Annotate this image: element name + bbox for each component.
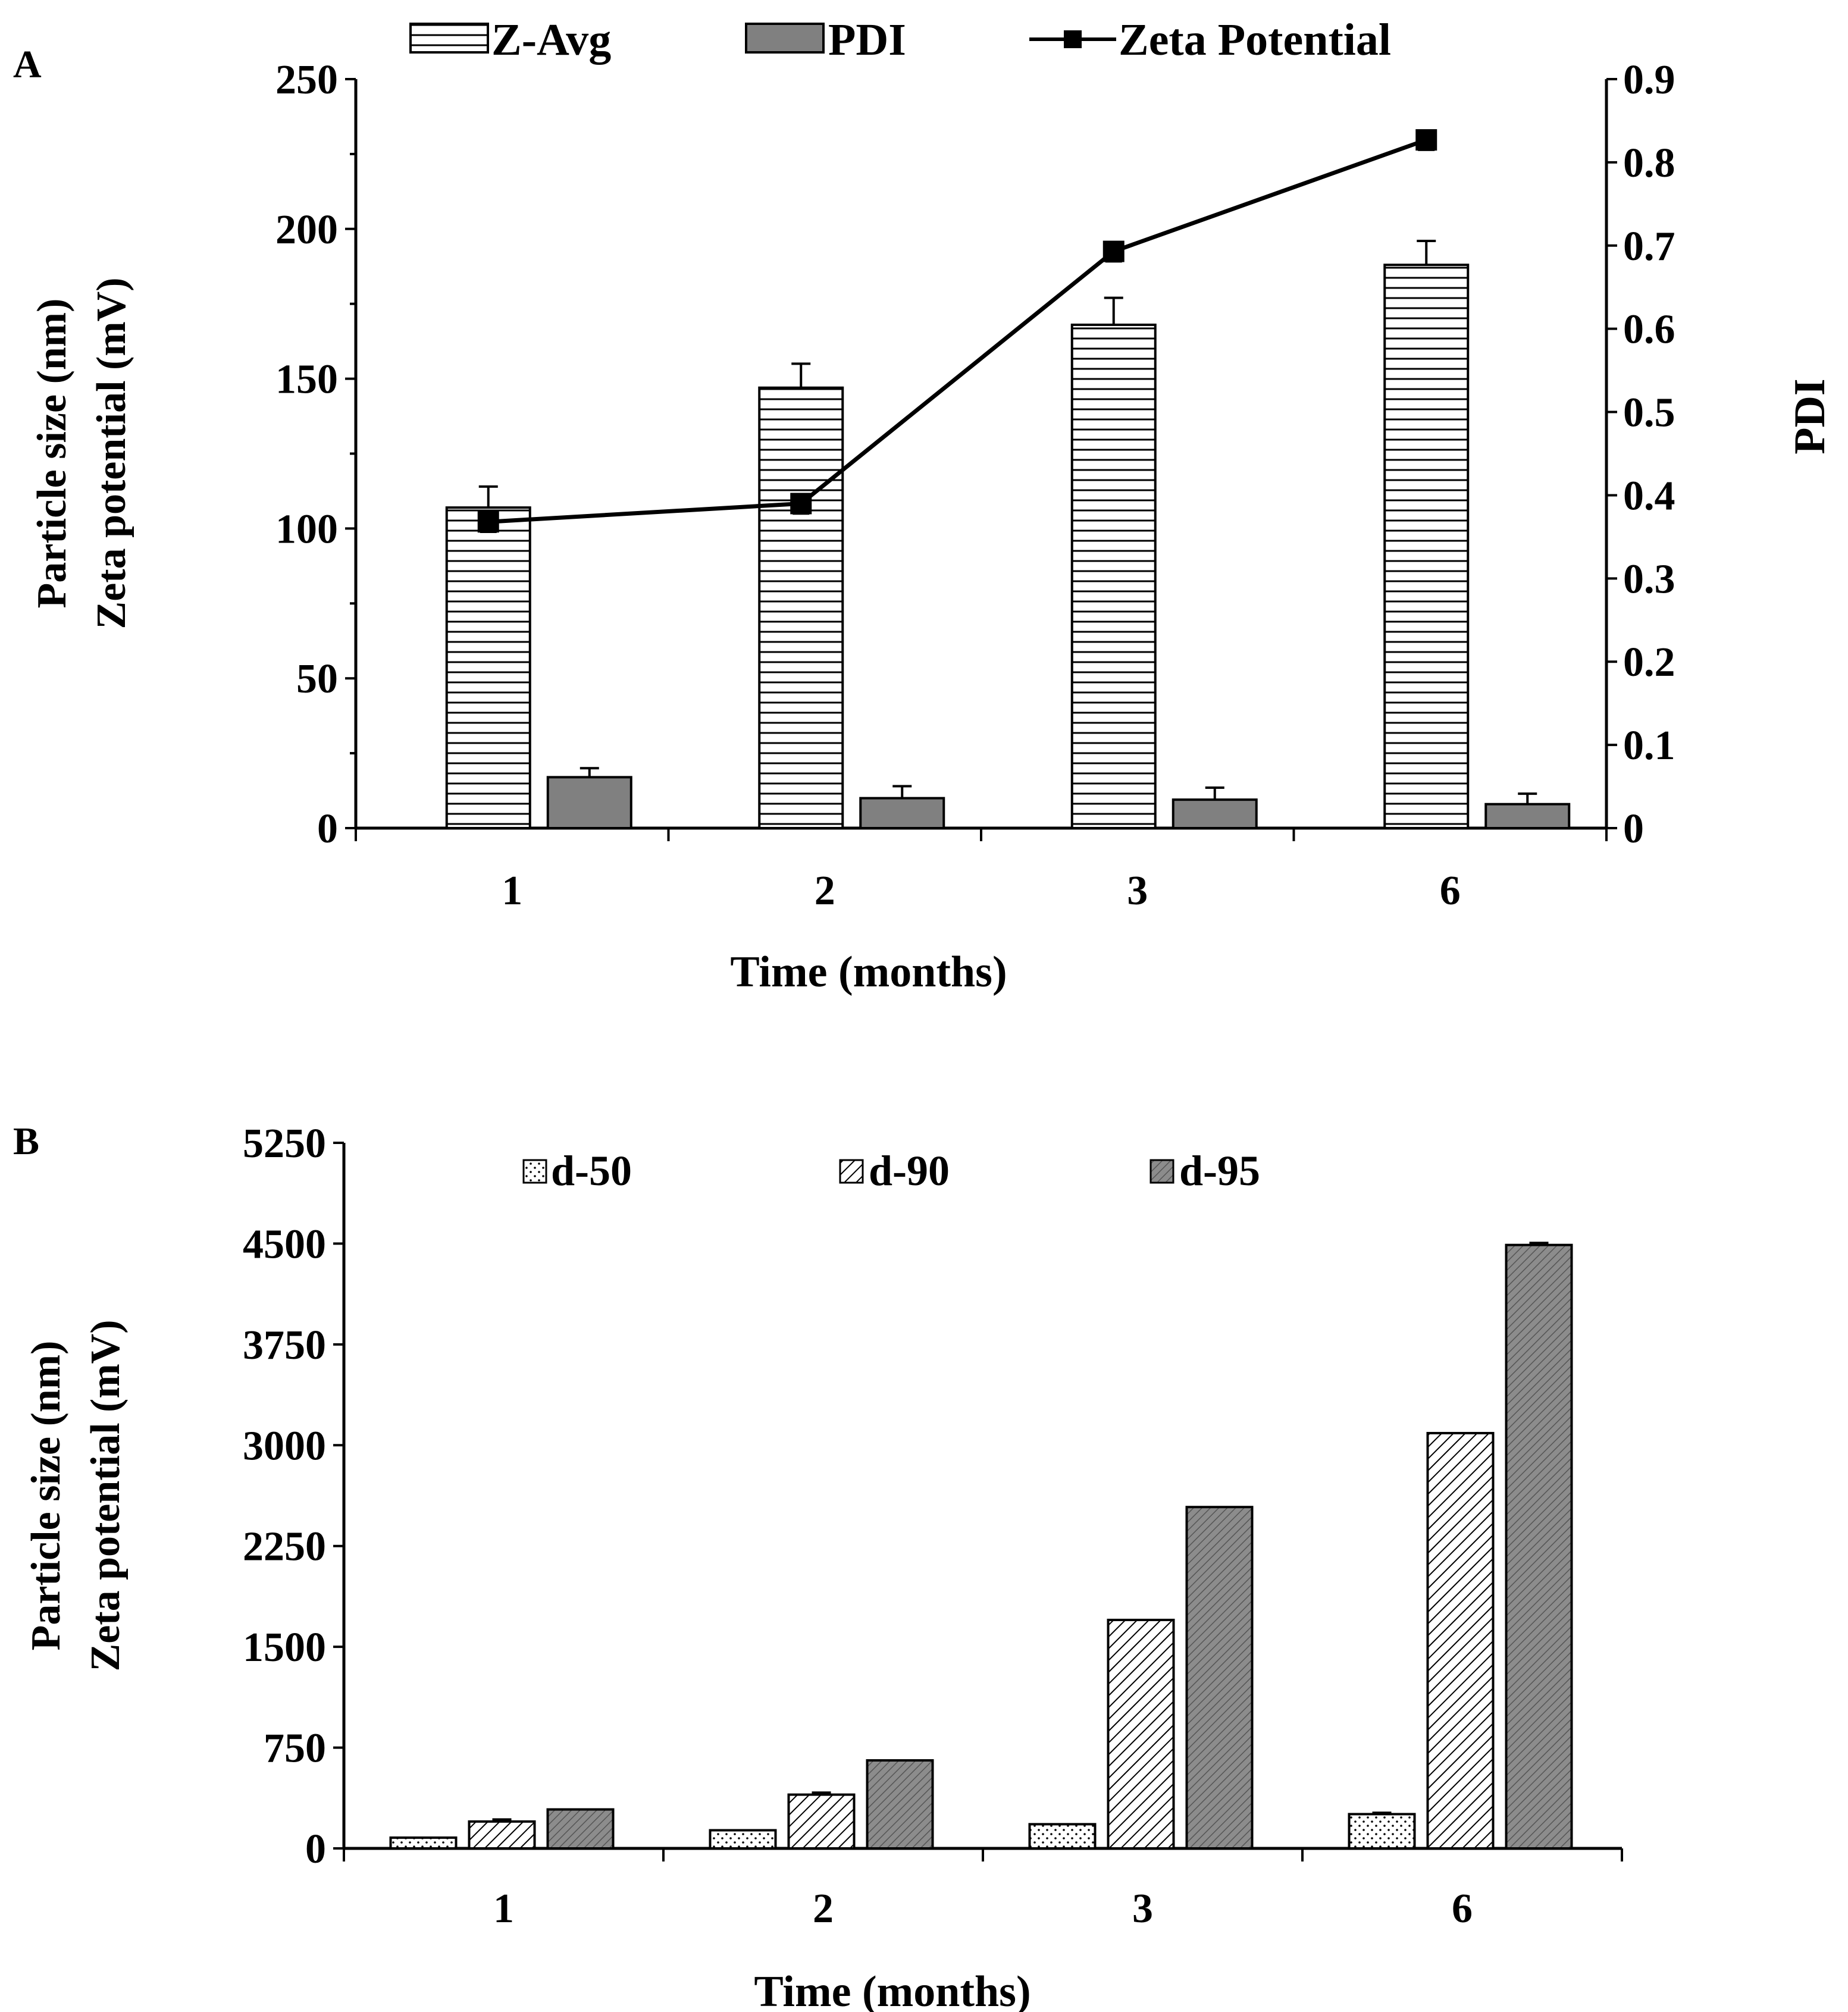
panel-a-y-ticks-left: 0 50 100 150 200 250 [275, 57, 356, 852]
panel-a-y-ticks-right: 0 0.1 0.2 0.3 0.4 0.5 0.6 0.7 0.8 0.9 [1606, 57, 1675, 852]
bar-d-50-6 [1348, 1813, 1416, 1850]
panel-a-y-tick-label-right: 0.9 [1623, 57, 1675, 103]
bar-z-avg-3 [1070, 323, 1157, 829]
panel-a-y-tick-label-right: 0.8 [1623, 140, 1675, 186]
bar-z-avg-6 [1383, 264, 1470, 829]
panel-b-y-tick-label: 0 [305, 1826, 326, 1872]
bar-d-90-3 [1107, 1618, 1175, 1850]
panel-a-y-tick-label-left: 150 [275, 357, 338, 403]
panel-a-y-tick-label-left: 100 [275, 506, 338, 552]
legend-swatch-zavg [409, 23, 489, 54]
bar-d-50-1 [389, 1836, 458, 1850]
panel-b-x-tick-label: 3 [1132, 1886, 1153, 1932]
panel-b-y-tick-label: 5250 [243, 1121, 326, 1167]
legend-label-d95: d-95 [1179, 1147, 1260, 1195]
zeta-point-1 [477, 511, 499, 533]
panel-a-x-tick-label: 3 [1127, 868, 1148, 914]
panel-a-y-tick-label-left: 0 [317, 806, 338, 852]
legend-marker-zeta [1064, 30, 1082, 48]
bar-pdi-2 [859, 797, 945, 830]
panel-b-y-tick-label: 3750 [243, 1322, 326, 1368]
panel-b-x-tick-label: 2 [813, 1886, 834, 1932]
panel-a-y-tick-label-right: 0.3 [1623, 556, 1675, 602]
panel-b-y-ticks: 0 750 1500 2250 3000 3750 4500 5250 [243, 1121, 344, 1872]
panel-a-bars [445, 239, 1571, 830]
panel-b-legend: d-50 d-90 d-95 [522, 1147, 1260, 1195]
bar-pdi-3 [1172, 798, 1258, 829]
bar-d-90-2 [787, 1793, 856, 1850]
panel-b-ylabel-1: Particle size (nm) [23, 1341, 69, 1651]
panel-a-y-tick-label-left: 200 [275, 207, 338, 253]
bar-d-90-6 [1426, 1431, 1495, 1850]
zeta-point-3 [1102, 240, 1125, 262]
panel-a-y-tick-label-right: 0.7 [1623, 224, 1675, 269]
panel-b-y-tick-label: 3000 [243, 1423, 326, 1469]
panel-a-x-tick-label: 2 [815, 868, 835, 914]
panel-a-x-tick-label: 6 [1440, 868, 1461, 914]
legend-label-zeta: Zeta Potential [1119, 15, 1391, 65]
panel-a-y-tick-label-left: 250 [275, 57, 338, 103]
panel-b-x-tick-label: 6 [1452, 1886, 1473, 1932]
panel-b-bars [389, 1242, 1573, 1850]
panel-a-y-tick-label-right: 0.6 [1623, 307, 1675, 353]
legend-label-zavg: Z-Avg [491, 15, 611, 65]
panel-a-ylabel-right: PDI [1786, 378, 1834, 454]
panel-b-ylabel-2: Zeta potential (mV) [83, 1320, 129, 1671]
bar-d-95-6 [1505, 1243, 1573, 1850]
legend-swatch-pdi [745, 23, 825, 54]
legend-label-d50: d-50 [551, 1147, 632, 1195]
panel-b: B d-50 d-90 d-95 0 750 1500 2250 3000 3750 450… [13, 1120, 1623, 2012]
bar-d-90-1 [468, 1820, 536, 1850]
zeta-point-2 [790, 493, 812, 515]
panel-a-zeta-line [477, 129, 1437, 533]
panel-a-y-tick-label-right: 0.1 [1623, 723, 1675, 769]
bar-z-avg-1 [445, 506, 531, 829]
panel-a-y-tick-label-right: 0.2 [1623, 640, 1675, 685]
bar-d-50-2 [709, 1829, 777, 1850]
panel-a-label: A [13, 43, 42, 86]
legend-swatch-d90 [839, 1159, 864, 1184]
panel-a-y-tick-label-left: 50 [296, 656, 338, 702]
panel-b-xlabel: Time (months) [754, 1967, 1031, 2012]
panel-b-x-ticks: 1 2 3 6 [343, 1848, 1623, 1932]
panel-a-y-tick-label-right: 0.5 [1623, 390, 1675, 436]
legend-swatch-d95 [1149, 1159, 1174, 1184]
panel-b-x-tick-label: 1 [493, 1886, 514, 1932]
bar-d-50-3 [1028, 1823, 1097, 1850]
panel-b-y-tick-label: 750 [264, 1726, 326, 1772]
panel-a-ylabel-left-1: Particle size (nm) [29, 299, 75, 609]
panel-a-y-tick-label-right: 0.4 [1623, 473, 1675, 519]
panel-a-xlabel: Time (months) [730, 948, 1007, 996]
bar-pdi-1 [546, 776, 632, 829]
bar-d-95-2 [866, 1759, 934, 1850]
panel-b-y-tick-label: 2250 [243, 1524, 326, 1570]
bar-d-95-1 [546, 1808, 615, 1850]
zeta-potential-line [488, 137, 1427, 524]
panel-b-y-tick-label: 1500 [243, 1625, 326, 1671]
legend-label-d90: d-90 [869, 1147, 950, 1195]
panel-a-y-tick-label-right: 0 [1623, 806, 1644, 852]
bar-pdi-6 [1484, 803, 1571, 830]
bar-z-avg-2 [758, 386, 844, 829]
zeta-point-6 [1415, 129, 1437, 151]
bar-d-95-3 [1185, 1506, 1254, 1850]
legend-swatch-d50 [522, 1159, 547, 1184]
panel-a-ylabel-left-2: Zeta potential (mV) [89, 277, 134, 629]
panel-b-y-tick-label: 4500 [243, 1221, 326, 1267]
legend-label-pdi: PDI [828, 15, 906, 65]
panel-a-legend: Z-Avg PDI Zeta Potential [409, 15, 1391, 65]
panel-a: A Z-Avg PDI Zeta Potential 0 50 100 150 200 2… [13, 15, 1834, 996]
panel-a-x-tick-label: 1 [502, 868, 522, 914]
panel-b-label: B [13, 1120, 39, 1163]
panel-a-x-ticks: 1 2 3 6 [355, 828, 1608, 914]
